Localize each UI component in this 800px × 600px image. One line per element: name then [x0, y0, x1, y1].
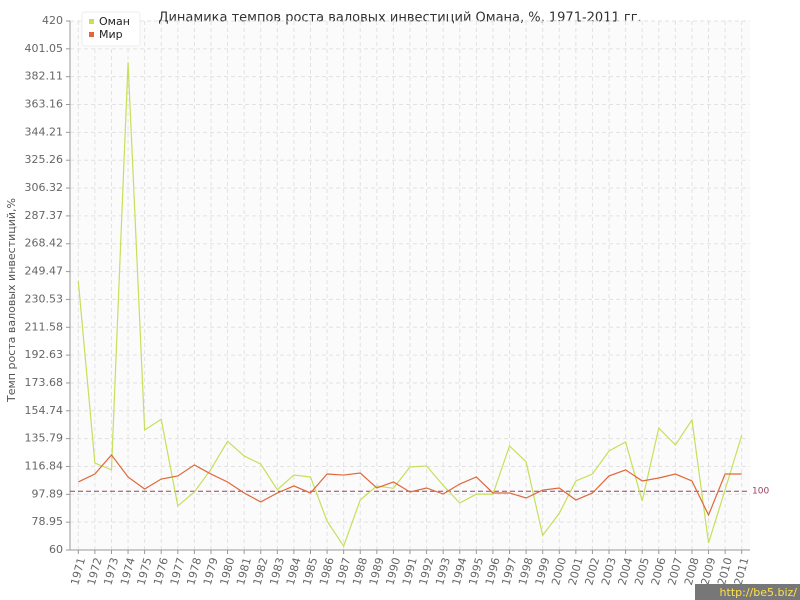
reference-label: 100 — [752, 487, 769, 497]
watermark-bg — [695, 584, 800, 600]
y-tick-label: 325.26 — [25, 153, 64, 166]
y-tick-label: 306.32 — [25, 181, 64, 194]
y-tick-label: 382.11 — [25, 70, 64, 83]
legend-swatch — [89, 32, 94, 37]
series-line — [77, 62, 743, 548]
chart-title: Динамика темпов роста валовых инвестиций… — [158, 11, 641, 26]
y-tick-label: 211.58 — [25, 320, 64, 333]
y-tick-label: 420 — [42, 14, 63, 27]
y-tick-label: 116.84 — [25, 459, 64, 472]
watermark: http://be5.biz/ — [720, 586, 798, 599]
y-tick-label: 154.74 — [25, 404, 64, 417]
y-tick-label: 173.68 — [25, 376, 64, 389]
y-tick-label: 268.42 — [25, 237, 64, 250]
y-tick-label: 287.37 — [25, 209, 64, 222]
legend-box — [81, 11, 141, 47]
y-tick-label: 230.53 — [25, 292, 64, 305]
y-tick-label: 135.79 — [25, 432, 64, 445]
y-tick-label: 192.63 — [25, 348, 64, 361]
series-line — [78, 453, 742, 517]
y-tick-label: 78.95 — [32, 515, 64, 528]
y-axis-label: Темп роста валовых инвестиций,% — [5, 198, 18, 403]
legend-label: Оман — [99, 15, 130, 28]
y-tick-label: 97.89 — [32, 487, 64, 500]
y-tick-label: 344.21 — [25, 125, 64, 138]
legend-swatch — [89, 19, 94, 24]
y-tick-label: 401.05 — [25, 42, 64, 55]
y-tick-label: 60 — [49, 543, 63, 556]
y-tick-label: 249.47 — [25, 265, 64, 278]
legend-label: Мир — [99, 28, 123, 41]
y-tick-label: 363.16 — [25, 98, 64, 111]
x-tick-label: 2011 — [732, 556, 752, 586]
plot-area — [70, 21, 750, 550]
